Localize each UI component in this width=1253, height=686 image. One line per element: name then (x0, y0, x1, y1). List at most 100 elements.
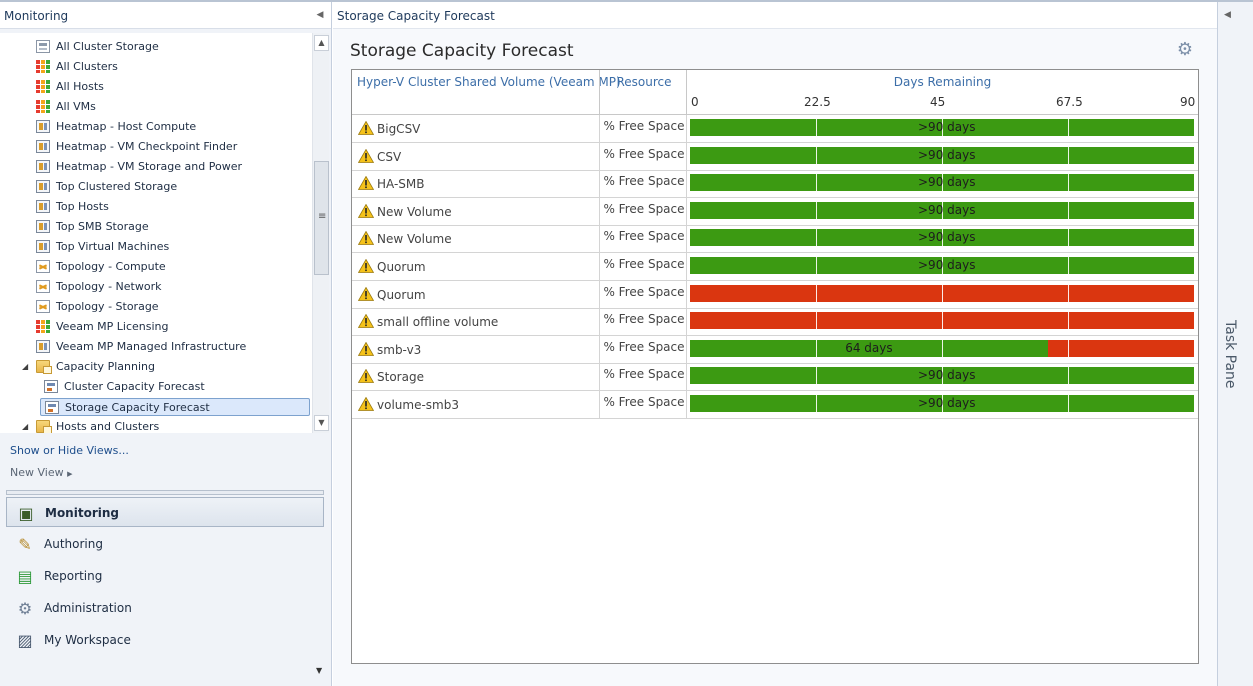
resource-cell: % Free Space (599, 115, 687, 142)
grid-state-icon (36, 80, 50, 93)
resource-name: % Free Space (603, 395, 685, 409)
window-top-border (0, 0, 1253, 2)
new-view-menu[interactable]: New View ▶ (10, 466, 72, 479)
object-name: Quorum (377, 260, 426, 274)
tree-item-label: All Clusters (56, 60, 118, 73)
axis-tick-label: 22.5 (804, 95, 831, 109)
bar-gridline (942, 229, 943, 247)
bar-gridline (942, 395, 943, 412)
column-header-resource[interactable]: Resource (616, 75, 672, 89)
bar-gridline (816, 367, 817, 385)
table-row[interactable]: New Volume % Free Space >90 days (352, 225, 1198, 254)
resource-name: % Free Space (603, 367, 685, 382)
bar-gridline (816, 174, 817, 192)
days-remaining-bar: >90 days (690, 201, 1194, 219)
table-row[interactable]: Quorum % Free Space >90 days (352, 253, 1198, 281)
tree-item-label: Heatmap - Host Compute (56, 120, 197, 133)
scroll-grip-icon: ≡ (318, 211, 327, 222)
column-header-days-remaining: Days Remaining (893, 75, 992, 89)
tree-item-label: Top SMB Storage (56, 220, 149, 233)
tree-item-label: All VMs (56, 100, 96, 113)
object-name: CSV (377, 149, 402, 164)
table-row[interactable]: small offline volume % Free Space (352, 308, 1198, 337)
bar-gridline (942, 367, 943, 385)
object-name: Quorum (377, 287, 426, 302)
workspace-label: Administration (44, 601, 132, 615)
task-pane-label[interactable]: Task Pane (1222, 320, 1238, 389)
tree-expander-icon[interactable]: ◢ (22, 362, 29, 371)
resource-cell: % Free Space (599, 170, 687, 198)
navigation-tree: All Cluster Storage All Clusters All Hosts… (0, 33, 312, 433)
workspace-button[interactable]: ⚙ Administration (6, 593, 324, 623)
table-row[interactable]: volume-smb3 % Free Space >90 days (352, 391, 1198, 419)
table-row[interactable]: Quorum % Free Space (352, 280, 1198, 309)
tree-expander-icon[interactable]: ◢ (22, 422, 29, 431)
dashboard-view-icon (36, 240, 50, 253)
navigation-header: Monitoring ◀ (0, 2, 331, 29)
bar-value-label: >90 days (918, 230, 976, 245)
resource-cell: % Free Space (599, 280, 687, 308)
resource-name: % Free Space (603, 201, 685, 216)
more-buttons-chevron-icon[interactable]: ▼ (316, 666, 323, 675)
dashboard-view-icon (36, 340, 50, 353)
column-header-object[interactable]: Hyper-V Cluster Shared Volume (Veeam MP) (357, 75, 621, 89)
tree-item-label: All Cluster Storage (56, 40, 159, 53)
resource-name: % Free Space (603, 257, 685, 271)
workspace-splitter[interactable] (6, 490, 324, 495)
grid-state-icon (36, 60, 50, 73)
bar-gridline (942, 201, 943, 219)
dashboard-view-icon (36, 180, 50, 193)
resource-cell: % Free Space (599, 197, 687, 225)
collapse-navigation-chevron-icon[interactable]: ◀ (316, 10, 324, 20)
workspace-button[interactable]: ✎ Authoring (6, 529, 324, 559)
bar-gridline (942, 146, 943, 164)
days-remaining-bar: >90 days (690, 395, 1194, 412)
capacity-view-icon (45, 401, 59, 414)
tree-item-label: Top Clustered Storage (56, 180, 178, 193)
bar-gridline (942, 312, 943, 330)
dashboard-view-icon (36, 120, 50, 133)
bar-segment-remaining (690, 339, 1049, 357)
expand-task-pane-chevron-icon[interactable]: ◀ (1224, 10, 1231, 20)
axis-tick-label: 67.5 (1056, 95, 1083, 109)
bar-gridline (816, 229, 817, 247)
table-row[interactable]: HA-SMB % Free Space >90 days (352, 170, 1198, 199)
task-pane: ◀ Task Pane (1217, 2, 1253, 686)
bar-gridline (1068, 229, 1069, 247)
bar-gridline (1068, 119, 1069, 136)
bar-gridline (1068, 284, 1069, 302)
table-row[interactable]: New Volume % Free Space >90 days (352, 197, 1198, 226)
bar-gridline (942, 339, 943, 357)
table-header: Hyper-V Cluster Shared Volume (Veeam MP)… (352, 70, 1198, 115)
workspace-button[interactable]: ▤ Reporting (6, 561, 324, 591)
scroll-up-button[interactable]: ▲ (314, 35, 329, 51)
scrollbar-thumb[interactable]: ≡ (314, 161, 329, 275)
tree-item[interactable]: Storage Capacity Forecast (40, 398, 310, 416)
days-remaining-bar: 64 days (690, 339, 1194, 357)
table-row[interactable]: smb-v3 % Free Space 64 days (352, 335, 1198, 364)
folder-icon (36, 420, 52, 433)
dashboard-view-icon (36, 160, 50, 173)
grid-state-icon (36, 100, 50, 113)
bar-gridline (816, 201, 817, 219)
object-name: HA-SMB (377, 177, 425, 192)
table-row[interactable]: Storage % Free Space >90 days (352, 363, 1198, 392)
table-row[interactable]: BigCSV % Free Space >90 days (352, 115, 1198, 143)
gear-icon[interactable]: ⚙ (1176, 39, 1194, 60)
resource-name: % Free Space (603, 284, 685, 299)
tree-scrollbar[interactable]: ▲ ≡ ▼ (312, 33, 329, 433)
days-remaining-bar (690, 312, 1194, 330)
bar-segment-exhausted (1048, 339, 1194, 357)
bar-gridline (1068, 339, 1069, 357)
workspace-button[interactable]: ▣ Monitoring (6, 497, 324, 527)
show-hide-views-link[interactable]: Show or Hide Views... (10, 444, 129, 457)
bar-gridline (816, 395, 817, 412)
scroll-down-button[interactable]: ▼ (314, 415, 329, 431)
table-row[interactable]: CSV % Free Space >90 days (352, 142, 1198, 171)
tree-item-label: Top Hosts (56, 200, 109, 213)
workspace-button[interactable]: ▨ My Workspace (6, 625, 324, 655)
warning-icon (358, 231, 374, 246)
resource-cell: % Free Space (599, 142, 687, 170)
bar-gridline (942, 257, 943, 274)
topology-view-icon (36, 260, 50, 273)
